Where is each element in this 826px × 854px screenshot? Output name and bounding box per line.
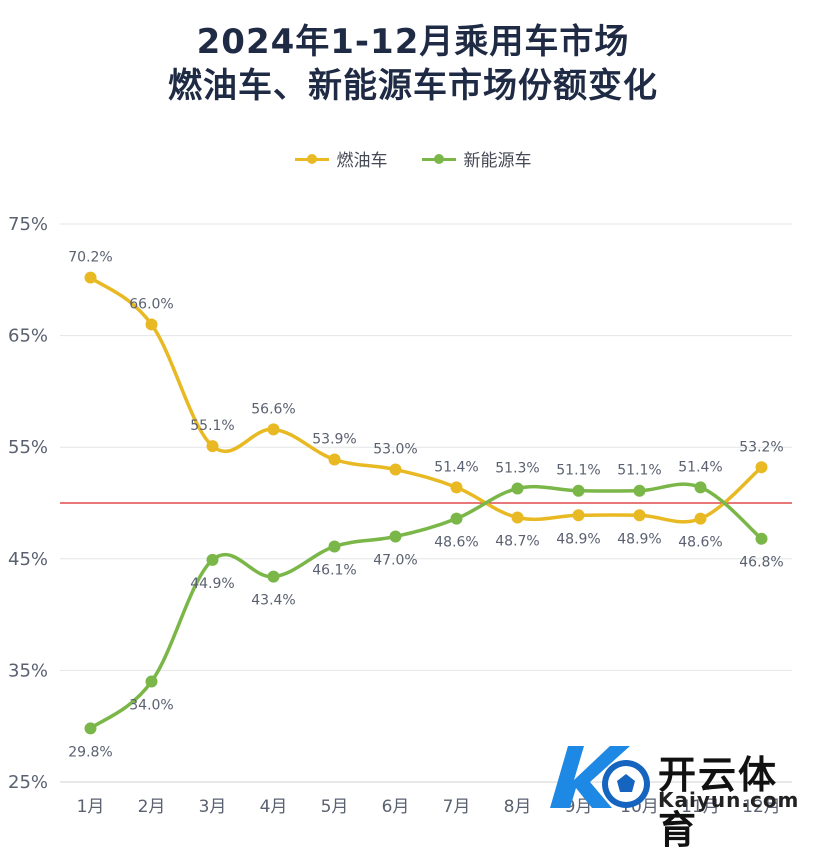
- data-point-fuel: [633, 509, 646, 522]
- watermark-brand: 开云体育: [658, 753, 779, 852]
- data-label-fuel: 70.2%: [68, 250, 112, 266]
- x-tick-label: 2月: [138, 797, 166, 817]
- data-point-fuel: [572, 509, 585, 522]
- x-tick-label: 7月: [443, 797, 471, 817]
- data-label-nev: 46.8%: [739, 555, 783, 571]
- data-point-nev: [511, 482, 524, 495]
- data-label-nev: 51.1%: [617, 463, 661, 479]
- x-tick-label: 4月: [260, 797, 288, 817]
- legend: 燃油车 新能源车: [0, 146, 826, 171]
- data-point-nev: [328, 540, 341, 553]
- x-tick-label: 8月: [504, 797, 532, 817]
- data-label-fuel: 66.0%: [129, 296, 173, 312]
- data-point-nev: [572, 484, 585, 497]
- data-label-fuel: 53.9%: [312, 431, 356, 447]
- data-point-fuel: [145, 318, 158, 331]
- data-point-fuel: [328, 453, 341, 466]
- x-tick-label: 1月: [77, 797, 105, 817]
- data-label-fuel: 53.0%: [373, 442, 417, 458]
- legend-item-nev[interactable]: 新能源车: [421, 146, 532, 171]
- x-tick-label: 12月: [742, 797, 781, 817]
- data-point-fuel: [450, 481, 463, 494]
- data-point-nev: [389, 530, 402, 543]
- data-label-fuel: 55.1%: [190, 418, 234, 434]
- data-label-fuel: 56.6%: [251, 401, 295, 417]
- data-point-fuel: [694, 512, 707, 525]
- data-point-nev: [206, 553, 219, 566]
- chart-title-line-2: 燃油车、新能源车市场份额变化: [168, 66, 658, 106]
- data-label-nev: 51.3%: [495, 460, 539, 476]
- series-line-fuel: [89, 276, 763, 524]
- data-label-nev: 29.8%: [68, 744, 112, 760]
- legend-label-fuel: 燃油车: [336, 151, 388, 171]
- data-label-fuel: 51.4%: [434, 459, 478, 475]
- data-point-fuel: [84, 271, 97, 284]
- data-point-fuel: [755, 461, 768, 474]
- data-point-nev: [84, 722, 97, 735]
- data-point-nev: [755, 532, 768, 545]
- data-label-nev: 46.1%: [312, 563, 356, 579]
- data-point-fuel: [389, 463, 402, 476]
- data-label-fuel: 48.9%: [556, 531, 600, 547]
- data-label-nev: 48.6%: [434, 535, 478, 551]
- data-label-fuel: 48.6%: [678, 535, 722, 551]
- data-label-nev: 47.0%: [373, 552, 417, 568]
- data-label-fuel: 48.7%: [495, 534, 539, 550]
- data-point-fuel: [267, 423, 280, 436]
- data-point-nev: [450, 512, 463, 525]
- data-point-fuel: [206, 440, 219, 453]
- data-point-nev: [267, 570, 280, 583]
- x-tick-label: 3月: [199, 797, 227, 817]
- legend-label-nev: 新能源车: [463, 151, 532, 171]
- x-tick-label: 11月: [681, 797, 720, 817]
- series-line-nev: [89, 482, 763, 730]
- y-tick-label: 55%: [8, 437, 48, 458]
- legend-swatch-fuel: [294, 153, 329, 165]
- y-tick-label: 35%: [8, 660, 48, 681]
- x-tick-label: 6月: [382, 797, 410, 817]
- y-tick-label: 75%: [8, 214, 48, 235]
- data-point-nev: [633, 484, 646, 497]
- data-label-nev: 44.9%: [190, 576, 234, 592]
- y-tick-label: 65%: [8, 326, 48, 347]
- x-tick-label: 5月: [321, 797, 349, 817]
- legend-swatch-nev: [421, 153, 456, 165]
- legend-item-fuel[interactable]: 燃油车: [294, 146, 388, 171]
- data-label-nev: 34.0%: [129, 698, 173, 714]
- watermark-url: Kaiyun.com: [658, 788, 800, 812]
- data-point-nev: [145, 675, 158, 688]
- data-label-fuel: 53.2%: [739, 439, 783, 455]
- watermark: 开云体育 Kaiyun.com: [540, 738, 810, 852]
- data-point-fuel: [511, 511, 524, 524]
- data-label-nev: 51.4%: [678, 459, 722, 475]
- y-tick-label: 25%: [8, 772, 48, 793]
- data-label-nev: 43.4%: [251, 593, 295, 609]
- data-point-nev: [694, 481, 707, 494]
- y-tick-label: 45%: [8, 549, 48, 570]
- data-label-fuel: 48.9%: [617, 531, 661, 547]
- kaiyun-logo-icon: [550, 746, 650, 808]
- data-label-nev: 51.1%: [556, 463, 600, 479]
- chart-title-line-1: 2024年1-12月乘用车市场: [196, 22, 630, 62]
